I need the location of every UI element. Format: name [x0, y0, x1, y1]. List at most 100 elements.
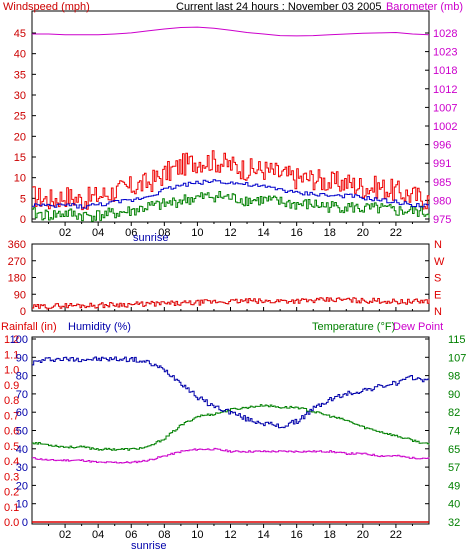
- panel-humidity-temperature: Rainfall (in) Humidity (%) Temperature (…: [1, 321, 466, 552]
- humidity-x-tick-label: 08: [158, 529, 170, 541]
- wind-direction-line: [32, 297, 430, 310]
- direction-axis-tick-label: 0: [20, 306, 26, 318]
- barometer-axis-tick-label: 985: [433, 177, 451, 189]
- wind-speed-line: [32, 191, 430, 222]
- rainfall-axis-label: Rainfall (in): [1, 321, 57, 333]
- compass-axis-tick-label: N: [434, 306, 442, 318]
- humidity-x-tick-label: 04: [92, 529, 104, 541]
- wind-x-tick-label: 22: [390, 227, 402, 239]
- wind-axis-tick-label: 0: [20, 214, 26, 226]
- rainfall-axis-tick-label: 0.7: [4, 410, 19, 422]
- wind-x-tick-label: 04: [92, 227, 104, 239]
- humidity-axis-tick-label: 100: [10, 334, 28, 346]
- barometer-axis-label: Barometer (mb): [386, 1, 463, 13]
- wind-axis-tick-label: 45: [14, 28, 26, 40]
- barometer-axis-tick-label: 991: [433, 158, 451, 170]
- direction-axis-tick-label: 270: [8, 256, 26, 268]
- humidity-plot-frame: [31, 336, 430, 525]
- temperature-axis-tick-label: 115: [448, 334, 466, 346]
- humidity-line: [32, 356, 430, 429]
- direction-axis-tick-label: 180: [8, 273, 26, 285]
- rainfall-axis-tick-label: 0.0: [4, 517, 19, 529]
- wind-gust-line: [32, 150, 430, 211]
- wind-axis-tick-label: 25: [14, 111, 26, 123]
- barometer-axis-tick-label: 1002: [433, 121, 457, 133]
- wind-x-tick-label: 20: [357, 227, 369, 239]
- temperature-axis-tick-label: 49: [448, 480, 460, 492]
- humidity-x-tick-label: 06: [125, 529, 137, 541]
- barometer-axis-tick-label: 1007: [433, 102, 457, 114]
- humidity-axis-tick-label: 30: [16, 462, 28, 474]
- rainfall-axis-tick-label: 0.6: [4, 426, 19, 438]
- rainfall-axis-tick-label: 0.5: [4, 441, 19, 453]
- humidity-x-tick-label: 16: [291, 529, 303, 541]
- dew-point-line: [32, 447, 430, 464]
- humidity-x-tick-label: 02: [59, 529, 71, 541]
- barometer-axis-tick-label: 996: [433, 140, 451, 152]
- compass-axis-tick-label: W: [434, 256, 445, 268]
- wind-x-tick-label: 16: [291, 227, 303, 239]
- humidity-axis-tick-label: 0: [22, 517, 28, 529]
- barometer-axis-tick-label: 980: [433, 195, 451, 207]
- compass-axis-tick-label: S: [434, 273, 441, 285]
- direction-axis-tick-label: 90: [14, 289, 26, 301]
- wind-axis-tick-label: 20: [14, 131, 26, 143]
- wind-x-tick-label: 18: [324, 227, 336, 239]
- humidity-x-tick-label: 22: [390, 529, 402, 541]
- humidity-axis-tick-label: 40: [16, 444, 28, 456]
- temperature-axis-tick-label: 82: [448, 407, 460, 419]
- barometer-line: [32, 26, 430, 37]
- rainfall-axis-tick-label: 1.2: [4, 334, 19, 346]
- rainfall-axis-tick-label: 0.9: [4, 380, 19, 392]
- rainfall-axis-tick-label: 1.1: [4, 349, 19, 361]
- rainfall-axis-tick-label: 0.4: [4, 456, 19, 468]
- wind-axis-tick-label: 30: [14, 90, 26, 102]
- humidity-axis-label: Humidity (%): [68, 321, 131, 333]
- humidity-axis-tick-label: 60: [16, 407, 28, 419]
- humidity-axis-tick-label: 70: [16, 389, 28, 401]
- rainfall-axis-tick-label: 0.2: [4, 487, 19, 499]
- panel-wind-barometer: Windspeed (mph) Current last 24 hours : …: [3, 1, 463, 244]
- humidity-axis-tick-label: 10: [16, 499, 28, 511]
- temperature-axis-tick-label: 57: [448, 462, 460, 474]
- compass-axis-tick-label: N: [434, 239, 442, 251]
- sunrise-label-top: sunrise: [133, 232, 168, 244]
- temperature-axis-tick-label: 40: [448, 499, 460, 511]
- wind-axis-tick-label: 40: [14, 49, 26, 61]
- temperature-axis-tick-label: 65: [448, 444, 460, 456]
- chart-title: Current last 24 hours : November 03 2005: [176, 1, 381, 13]
- humidity-axis-tick-label: 80: [16, 371, 28, 383]
- rainfall-axis-tick-label: 0.8: [4, 395, 19, 407]
- barometer-axis-tick-label: 1023: [433, 47, 457, 59]
- wind-axis-tick-label: 35: [14, 69, 26, 81]
- rainfall-axis-tick-label: 0.3: [4, 471, 19, 483]
- humidity-x-tick-label: 10: [191, 529, 203, 541]
- humidity-x-tick-label: 20: [357, 529, 369, 541]
- dew-point-label: Dew Point: [393, 321, 443, 333]
- wind-axis-tick-label: 10: [14, 173, 26, 185]
- barometer-axis-tick-label: 1012: [433, 84, 457, 96]
- wind-x-tick-label: 02: [59, 227, 71, 239]
- wind-x-tick-label: 08: [158, 227, 170, 239]
- humidity-x-tick-label: 18: [324, 529, 336, 541]
- rainfall-axis-tick-label: 1.0: [4, 365, 19, 377]
- humidity-x-tick-label: 14: [257, 529, 269, 541]
- humidity-axis-tick-label: 50: [16, 426, 28, 438]
- sunrise-label-bottom: sunrise: [131, 540, 166, 552]
- barometer-axis-tick-label: 975: [433, 214, 451, 226]
- wind-axis-tick-label: 5: [20, 193, 26, 205]
- wind-x-tick-label: 06: [125, 227, 137, 239]
- temperature-axis-tick-label: 98: [448, 371, 460, 383]
- humidity-x-tick-label: 12: [224, 529, 236, 541]
- wind-axis-tick-label: 15: [14, 152, 26, 164]
- temperature-line: [32, 404, 430, 451]
- barometer-axis-tick-label: 1028: [433, 28, 457, 40]
- compass-axis-tick-label: E: [434, 289, 441, 301]
- wind-x-tick-label: 10: [191, 227, 203, 239]
- rainfall-axis-tick-label: 0.1: [4, 502, 19, 514]
- temperature-axis-tick-label: 32: [448, 517, 460, 529]
- humidity-axis-tick-label: 90: [16, 352, 28, 364]
- temperature-axis-label: Temperature (°F): [312, 321, 395, 333]
